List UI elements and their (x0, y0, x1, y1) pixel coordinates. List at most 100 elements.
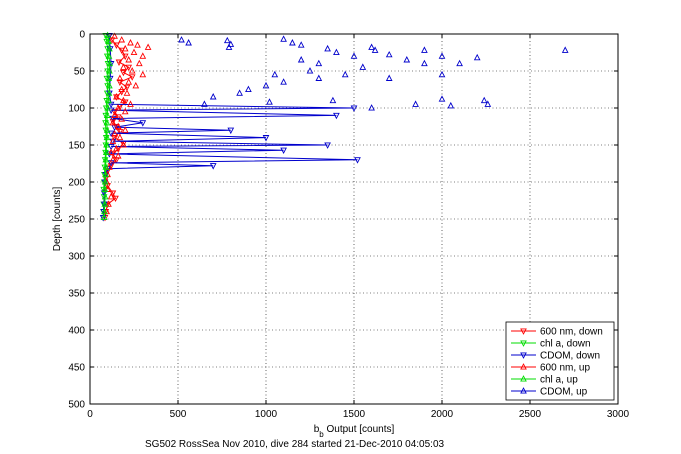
data-point (111, 135, 118, 142)
legend-item: chl a, up (511, 375, 578, 386)
data-point (125, 78, 133, 85)
y-tick-label: 50 (74, 67, 86, 78)
data-point (262, 81, 270, 89)
data-point (103, 118, 111, 126)
data-point (359, 63, 367, 70)
legend-box (505, 321, 615, 401)
data-point (134, 41, 141, 48)
data-point (135, 59, 143, 67)
y-tick-label: 400 (68, 326, 85, 337)
legend-item: CDOM, down (511, 351, 600, 362)
data-point (280, 147, 287, 154)
legend-label: chl a, up (540, 375, 578, 386)
y-tick-label: 350 (68, 289, 85, 300)
x-tick-label: 2000 (431, 409, 454, 420)
data-point (120, 63, 127, 70)
data-point (106, 44, 113, 52)
data-point (101, 192, 109, 200)
data-point (100, 213, 108, 221)
legend-label: CDOM, down (540, 351, 600, 362)
data-point (201, 100, 208, 107)
y-tick-label: 100 (68, 104, 85, 115)
data-point (103, 141, 110, 148)
data-point (223, 36, 231, 44)
data-point (109, 190, 117, 197)
series-5 (178, 35, 569, 111)
data-point (102, 148, 110, 155)
data-point (127, 100, 134, 107)
data-point (125, 64, 133, 72)
data-point (456, 59, 463, 67)
data-point (480, 96, 488, 104)
legend-item: CDOM, up (511, 387, 588, 398)
data-point (209, 93, 217, 100)
data-point (227, 127, 235, 135)
x-tick-label: 1500 (343, 409, 366, 420)
data-point (104, 31, 111, 39)
data-point (103, 126, 111, 133)
x-tick-label: 2500 (519, 409, 542, 420)
data-point (121, 44, 129, 52)
data-point (120, 96, 127, 104)
data-point (107, 148, 115, 155)
data-point (106, 163, 113, 170)
data-point (262, 135, 270, 142)
x-axis-label-rest: Output [counts] (324, 424, 395, 435)
data-point (112, 195, 119, 203)
legend-label: 600 nm, down (540, 327, 603, 338)
data-point (105, 52, 113, 59)
data-point (111, 130, 118, 137)
data-point (102, 155, 110, 163)
data-point (438, 95, 446, 102)
data-point (127, 39, 134, 46)
data-point (106, 81, 113, 89)
data-point (116, 74, 124, 81)
data-point (106, 67, 113, 74)
data-point (109, 137, 117, 144)
data-point (116, 129, 124, 136)
data-point (412, 100, 419, 107)
y-tick-label: 150 (68, 141, 85, 152)
legend-marker (520, 340, 527, 347)
series-layer (99, 31, 569, 222)
legend-item: 600 nm, down (511, 327, 603, 338)
data-point (329, 96, 337, 104)
data-point (105, 89, 113, 96)
data-point (104, 96, 112, 104)
axis-ticks (89, 33, 619, 405)
data-point (280, 78, 287, 85)
data-point (118, 85, 126, 93)
data-point (130, 48, 138, 56)
data-point (271, 70, 279, 78)
data-point (128, 74, 136, 81)
data-point (120, 69, 127, 77)
data-point (103, 53, 111, 61)
x-tick-label: 0 (87, 409, 93, 420)
data-point (385, 50, 393, 58)
data-point (123, 84, 131, 92)
legend-marker (520, 387, 527, 394)
x-tick-label: 500 (170, 409, 187, 420)
data-point (116, 79, 124, 86)
data-point (103, 111, 111, 118)
legend-label: chl a, down (540, 339, 591, 350)
grid-lines (90, 34, 618, 404)
data-point (209, 163, 217, 170)
data-point (139, 120, 147, 127)
data-point (114, 104, 122, 111)
data-point (102, 163, 110, 170)
data-point (121, 53, 129, 61)
data-point (132, 81, 140, 89)
data-point (114, 152, 122, 159)
data-point (116, 133, 124, 141)
legend-label: CDOM, up (540, 387, 588, 398)
data-point (118, 89, 126, 96)
data-point (107, 163, 115, 170)
legend-marker (520, 328, 527, 335)
data-point (128, 67, 136, 74)
y-tick-label: 500 (68, 400, 85, 411)
data-point (333, 112, 340, 120)
data-point (324, 142, 331, 149)
data-point (227, 40, 235, 47)
